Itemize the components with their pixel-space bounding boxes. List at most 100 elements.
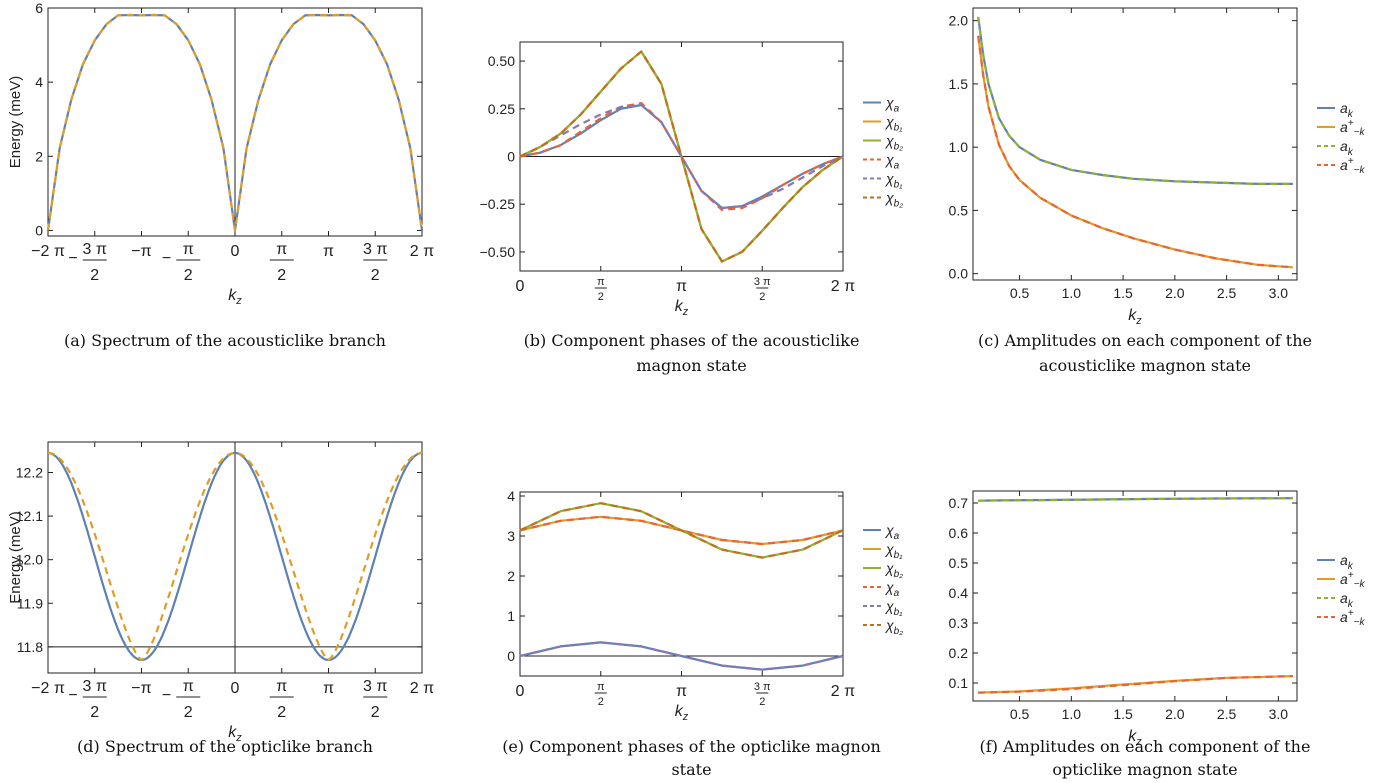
legend-entry: χb₁	[884, 541, 902, 561]
y-tick-label: 4	[35, 74, 43, 90]
x-tick-label: π	[676, 683, 687, 700]
series-line-brown	[519, 50, 844, 263]
legend-entry: χb₂	[884, 560, 903, 580]
series-line-green	[978, 497, 1293, 502]
panel-caption: opticlike magnon state	[1052, 760, 1237, 779]
x-tick-label: 1.5	[1113, 706, 1133, 722]
panel-caption: (e) Component phases of the opticlike ma…	[502, 737, 881, 756]
series-line-red	[978, 675, 1293, 694]
y-tick-label: 0.5	[949, 202, 969, 218]
y-tick-label: 6	[35, 0, 43, 16]
x-tick-denominator: 2	[184, 704, 193, 721]
x-tick-label: π	[323, 680, 334, 697]
legend-entry: a+−k	[1340, 118, 1365, 138]
x-tick-label: π	[676, 278, 687, 295]
panel-c: 0.00.51.01.52.00.5 1.0 1.5 2.0 2.5 3.0kzaka+−…	[949, 7, 1365, 375]
y-tick-label: 0.0	[949, 266, 969, 282]
x-tick-label: 2.0	[1165, 706, 1185, 722]
y-axis-label: Energy (meV)	[7, 511, 24, 604]
x-tick-numerator: 3 π	[363, 241, 387, 258]
legend-entry: χb₂	[884, 190, 903, 210]
x-tick-numerator: π	[183, 678, 194, 695]
panel-caption: (d) Spectrum of the opticlike branch	[77, 737, 373, 756]
panel-caption: (c) Amplitudes on each component of the	[978, 331, 1312, 350]
x-tick-denominator: 2	[759, 696, 765, 708]
y-tick-label: 0	[507, 648, 515, 664]
x-axis-label: kz	[1128, 728, 1142, 748]
y-tick-label: 0.25	[488, 101, 515, 117]
x-tick-numerator: 3 π	[83, 678, 107, 695]
y-tick-label: 0.3	[949, 615, 969, 631]
y-tick-label: 2	[507, 568, 515, 584]
series-line-orange	[47, 451, 423, 662]
panel-caption: (f) Amplitudes on each component of the	[980, 737, 1311, 756]
legend-entry: χa	[884, 95, 900, 115]
y-tick-label: 2.0	[949, 13, 969, 29]
x-tick-denominator: 2	[371, 704, 380, 721]
x-tick-label: −2 π	[31, 243, 65, 260]
plot-frame	[972, 7, 1298, 281]
series-line-purple	[519, 103, 844, 210]
x-tick-denominator: 2	[277, 267, 286, 284]
y-tick-label: 2	[35, 148, 43, 164]
x-tick-label: 1.0	[1062, 706, 1082, 722]
y-axis-label: Energy (meV)	[7, 76, 24, 169]
x-tick-numerator: π	[597, 681, 605, 693]
x-tick-label: 1.5	[1113, 285, 1133, 301]
y-tick-label: 0	[35, 222, 43, 238]
legend-entry: χb₁	[884, 171, 902, 191]
x-tick-label: −π	[131, 243, 151, 260]
legend-entry: χb₂	[884, 617, 903, 637]
y-tick-label: 1.5	[949, 76, 969, 92]
series-line-orange	[46, 13, 424, 232]
x-tick-denominator: 2	[371, 267, 380, 284]
x-tick-numerator: π	[597, 276, 605, 288]
legend-entry: χb₁	[884, 114, 902, 134]
x-tick-label: 3.0	[1269, 285, 1289, 301]
x-tick-label: 0.5	[1010, 285, 1030, 301]
x-tick-label: 2 π	[831, 278, 855, 295]
x-tick-numerator: π	[276, 678, 287, 695]
panel-f: 0.1 0.2 0.3 0.4 0.5 0.6 0.7 0.5 1.0 1.5 2.0 2.5 3.0 k…	[949, 490, 1365, 779]
panel-caption: (a) Spectrum of the acousticlike branch	[64, 331, 386, 350]
x-tick-minus: −	[68, 250, 77, 267]
legend-entry: ak	[1340, 552, 1354, 572]
legend-entry: χa	[884, 522, 900, 542]
legend-entry: ak	[1340, 100, 1354, 120]
x-axis-label: kz	[675, 298, 689, 318]
x-tick-numerator: 3 π	[754, 276, 771, 288]
panel-d: 11.811.912.012.112.2−2 π −3 π2−π −π20 π2π 3 …	[7, 441, 434, 756]
x-tick-label: 3.0	[1269, 706, 1289, 722]
x-tick-label: 2.0	[1165, 285, 1185, 301]
series-line-green	[977, 16, 1293, 185]
legend-entry: a+−k	[1340, 570, 1365, 590]
y-tick-label: 0.7	[949, 495, 969, 511]
y-tick-label: 1	[507, 608, 515, 624]
x-tick-label: 0	[231, 243, 240, 260]
plot-frame	[972, 490, 1298, 702]
x-tick-label: 1.0	[1062, 285, 1082, 301]
series-line-blue	[519, 641, 844, 671]
y-tick-label: 0.50	[488, 53, 515, 69]
y-tick-label: 4	[507, 488, 515, 504]
y-tick-label: 0.1	[949, 675, 969, 691]
x-tick-numerator: 3 π	[754, 681, 771, 693]
panel-caption: state	[671, 760, 711, 779]
y-tick-label: 0.2	[949, 645, 969, 661]
legend-entry: ak	[1340, 138, 1354, 158]
legend-entry: a+−k	[1340, 608, 1365, 628]
x-tick-label: 0	[516, 278, 525, 295]
y-tick-label: 0	[507, 149, 515, 165]
x-tick-numerator: 3 π	[363, 678, 387, 695]
x-tick-denominator: 2	[90, 704, 99, 721]
x-tick-label: 2.5	[1217, 285, 1237, 301]
y-tick-label: 3	[507, 528, 515, 544]
y-tick-label: 11.8	[17, 639, 43, 655]
y-tick-label: 12.1	[16, 508, 43, 524]
legend-entry: χa	[884, 152, 900, 172]
series-line-brown	[519, 502, 844, 559]
x-tick-numerator: π	[183, 241, 194, 258]
panel-caption: (b) Component phases of the acousticlike	[524, 331, 860, 350]
x-axis-label: kz	[1128, 307, 1142, 327]
